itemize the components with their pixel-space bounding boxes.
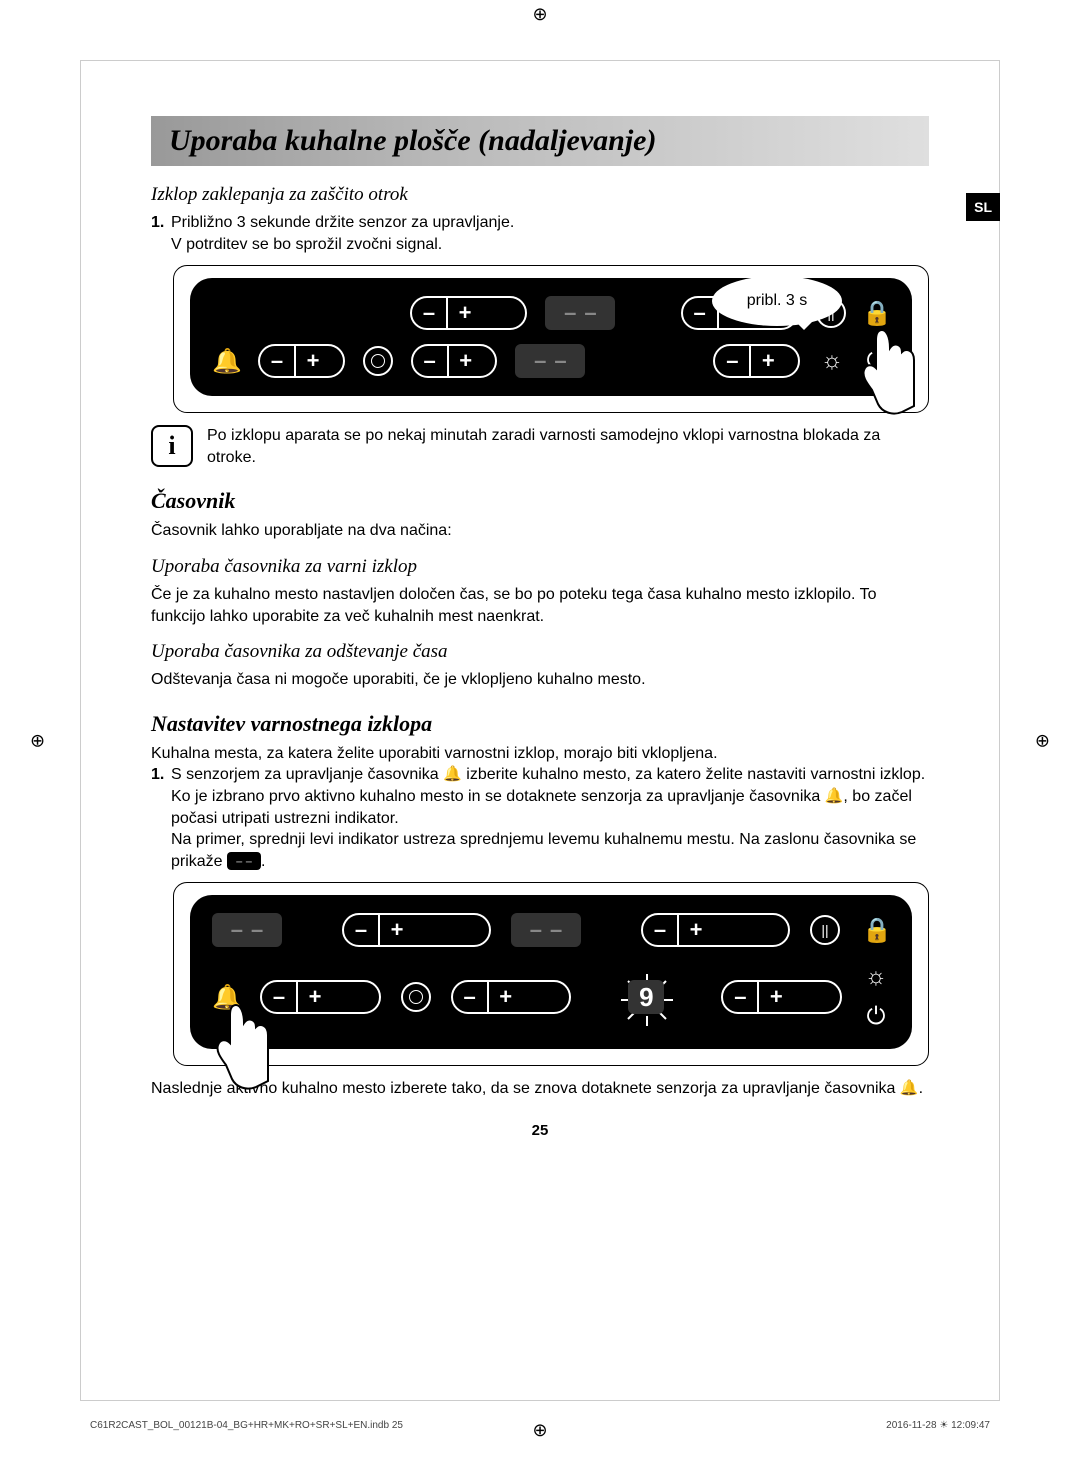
t1e: Na primer, sprednji levi indikator ustre… xyxy=(171,831,916,870)
zone-control[interactable]: –+ xyxy=(451,980,572,1014)
footer-left: C61R2CAST_BOL_00121B-04_BG+HR+MK+RO+SR+S… xyxy=(90,1420,403,1431)
power-icon[interactable]: ⏻ xyxy=(862,1003,890,1031)
zone-control[interactable]: –+ xyxy=(410,296,527,330)
t1b: izberite kuhalno mesto, za katero želite… xyxy=(462,766,925,783)
section-safety-heading: Nastavitev varnostnega izklopa xyxy=(151,711,929,737)
page-number: 25 xyxy=(151,1122,929,1139)
section-timer-heading: Časovnik xyxy=(151,488,929,514)
zone-control[interactable]: –+ xyxy=(258,344,345,378)
timer-sub1: Uporaba časovnika za varni izklop xyxy=(151,556,929,578)
crop-mark-top: ⊕ xyxy=(532,4,547,25)
t1a: S senzorjem za upravljanje časovnika xyxy=(171,766,443,783)
hand-icon xyxy=(196,995,276,1095)
hand-icon xyxy=(842,320,922,420)
bell-inline-icon: 🔔 xyxy=(443,766,462,783)
page-frame: SL Uporaba kuhalne plošče (nadaljevanje)… xyxy=(80,60,1000,1401)
lock-icon[interactable]: 🔒 xyxy=(862,916,890,945)
zone-control[interactable]: –+ xyxy=(342,913,491,947)
panel2-row-bottom: 🔔 –+ –+ 9 xyxy=(212,963,890,1031)
zone-control[interactable]: –+ xyxy=(260,980,381,1014)
zone-control[interactable]: –+ xyxy=(721,980,842,1014)
zone-control[interactable]: –+ xyxy=(411,344,498,378)
crop-mark-right: ⊕ xyxy=(1035,730,1050,751)
title-bar: Uporaba kuhalne plošče (nadaljevanje) xyxy=(151,116,929,166)
speech-bubble: pribl. 3 s xyxy=(712,276,842,326)
bell-inline-icon: 🔔 xyxy=(825,788,844,805)
zone-display-active: 9 xyxy=(628,980,664,1014)
control-panel-1: pribl. 3 s –+ –– –+ || 🔒 🔔 –+ xyxy=(190,278,912,396)
timer-display: –– xyxy=(545,296,615,330)
bell-icon[interactable]: 🔔 xyxy=(212,347,240,376)
step-1: 1. Približno 3 sekunde držite senzor za … xyxy=(151,212,929,255)
bell-inline-icon: 🔔 xyxy=(900,1080,919,1097)
t1c: Ko je izbrano prvo aktivno kuhalno mesto… xyxy=(171,788,825,805)
panel1-row-bottom: 🔔 –+ –+ –– –+ ☼ ⏻ xyxy=(212,344,890,378)
zone-control[interactable]: –+ xyxy=(713,344,800,378)
timer-display: –– xyxy=(511,913,581,947)
timer-p2: Odštevanja časa ni mogoče uporabiti, če … xyxy=(151,669,929,691)
dual-zone-icon[interactable] xyxy=(363,346,393,376)
step-number: 1. xyxy=(151,212,164,234)
timer-intro: Časovnik lahko uporabljate na dva načina… xyxy=(151,520,929,542)
zone-control[interactable]: –+ xyxy=(641,913,790,947)
step-text-a: Približno 3 sekunde držite senzor za upr… xyxy=(171,214,514,231)
step-text-b: V potrditev se bo sprožil zvočni signal. xyxy=(171,236,442,253)
section-childlock-heading: Izklop zaklepanja za zaščito otrok xyxy=(151,184,929,206)
childlock-steps: 1. Približno 3 sekunde držite senzor za … xyxy=(151,212,929,255)
timer-p1: Če je za kuhalno mesto nastavljen določe… xyxy=(151,584,929,627)
display-inline-icon: –– xyxy=(227,852,261,870)
print-footer: C61R2CAST_BOL_00121B-04_BG+HR+MK+RO+SR+S… xyxy=(90,1420,990,1431)
light-icon[interactable]: ☼ xyxy=(862,963,890,991)
control-panel-2-frame: –– –+ –– –+ || 🔒 🔔 –+ –+ 9 xyxy=(173,882,929,1066)
panel2-row-top: –– –+ –– –+ || 🔒 xyxy=(212,913,890,947)
control-panel-2: –– –+ –– –+ || 🔒 🔔 –+ –+ 9 xyxy=(190,895,912,1049)
safety-step-1: 1. S senzorjem za upravljanje časovnika … xyxy=(151,764,929,872)
timer-sub2: Uporaba časovnika za odštevanje časa xyxy=(151,641,929,663)
info-icon: i xyxy=(151,425,193,467)
pause-icon[interactable]: || xyxy=(810,915,840,945)
info-text: Po izklopu aparata se po nekaj minutah z… xyxy=(207,425,929,468)
crop-mark-left: ⊕ xyxy=(30,730,45,751)
safety-intro: Kuhalna mesta, za katera želite uporabit… xyxy=(151,743,929,765)
t1f: . xyxy=(261,853,265,870)
timer-display: –– xyxy=(212,913,282,947)
footer-right: 2016-11-28 ☀ 12:09:47 xyxy=(886,1420,990,1431)
step-number: 1. xyxy=(151,764,164,786)
page-content: Uporaba kuhalne plošče (nadaljevanje) Iz… xyxy=(81,61,999,1169)
safety-steps: 1. S senzorjem za upravljanje časovnika … xyxy=(151,764,929,872)
page-title: Uporaba kuhalne plošče (nadaljevanje) xyxy=(169,124,911,158)
info-note: i Po izklopu aparata se po nekaj minutah… xyxy=(151,425,929,468)
language-tab: SL xyxy=(966,193,1000,221)
timer-display: –– xyxy=(515,344,585,378)
control-panel-1-frame: pribl. 3 s –+ –– –+ || 🔒 🔔 –+ xyxy=(173,265,929,413)
dual-zone-icon[interactable] xyxy=(401,982,431,1012)
